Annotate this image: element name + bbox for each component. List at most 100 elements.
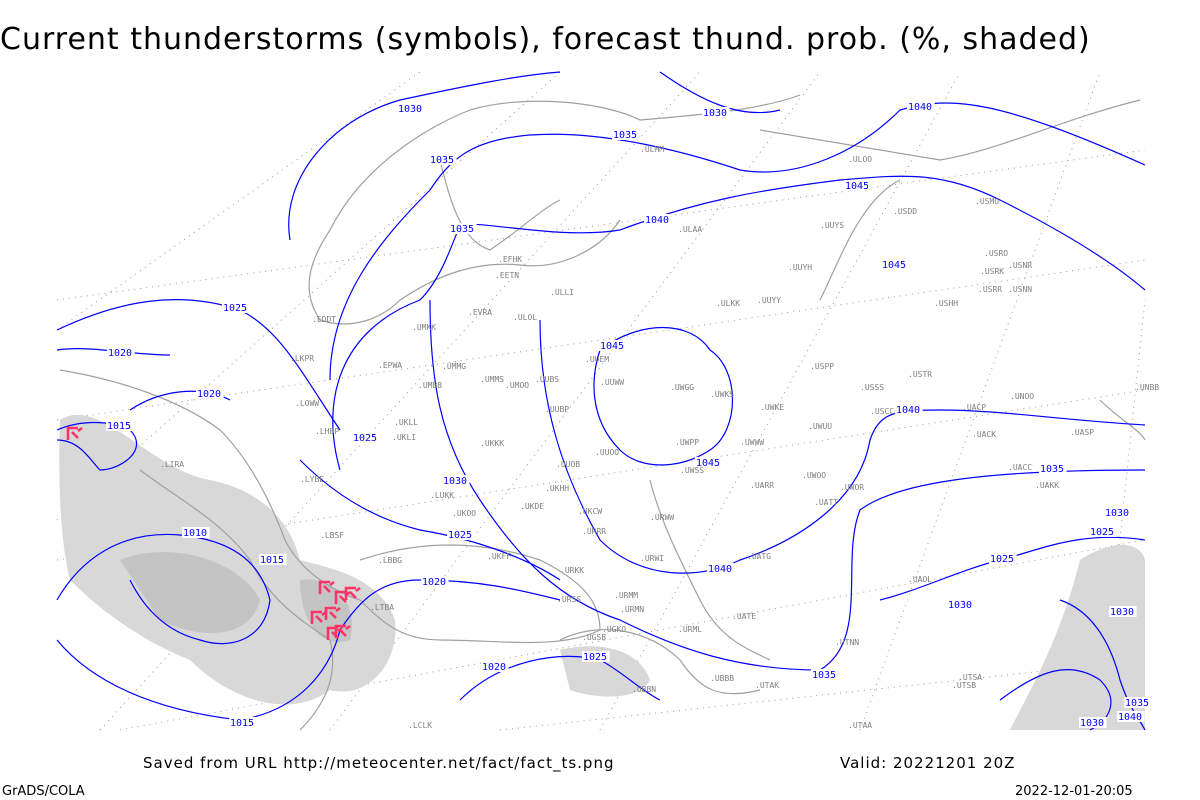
station-label: .UASP (1070, 428, 1094, 437)
isobar-label-bg (644, 214, 672, 225)
station-label: .USMU (975, 197, 999, 206)
thunderstorm-icon (334, 624, 351, 638)
station-label: .UKLL (394, 418, 418, 427)
isobar-label-bg (599, 340, 627, 351)
isobar-label: 1030 (398, 104, 422, 115)
isobar-label: 1045 (600, 341, 624, 352)
isobar-label: 1035 (613, 130, 637, 141)
isobar-line (593, 326, 734, 466)
isobar-label-bg (352, 432, 380, 443)
isobar-label-bg (222, 302, 250, 313)
isobar-label: 1020 (108, 348, 132, 359)
station-label: .UBBB (710, 674, 734, 683)
isobar-label: 1015 (230, 718, 254, 729)
isobar-label-bg (229, 717, 257, 728)
graticule-line (499, 659, 1146, 731)
isobar-label: 1025 (1090, 527, 1114, 538)
isobar-label-bg (989, 553, 1017, 564)
isobar-label-bg (259, 554, 287, 565)
station-label: .LUKK (430, 491, 454, 500)
isobar-label-bg (1089, 526, 1117, 537)
station-label: .LOWW (295, 399, 319, 408)
station-label: .UWSS (680, 466, 704, 475)
station-label: .LCLK (408, 721, 432, 730)
station-label: .UUEM (585, 355, 609, 364)
isobar-label: 1035 (1125, 698, 1149, 709)
station-label: .UUYH (788, 263, 812, 272)
graticule-line (56, 149, 1146, 301)
station-label: .URML (678, 625, 702, 634)
isobar-label-bg (107, 347, 135, 358)
isobar-label: 1040 (645, 215, 669, 226)
station-label: .UKOO (452, 509, 476, 518)
isobar-label: 1025 (990, 554, 1014, 565)
isobar-label-bg (1079, 717, 1107, 728)
isobar-label: 1035 (1040, 464, 1064, 475)
isobar-label: 1040 (896, 405, 920, 416)
coastline (308, 219, 621, 325)
station-label: .UNOO (1010, 392, 1034, 401)
isobar-line (329, 102, 1146, 381)
station-label: .USRK (980, 267, 1004, 276)
station-label: .ULOL (513, 313, 537, 322)
isobar-label-bg (1124, 697, 1152, 708)
thunderstorm-probability-shading (59, 414, 1145, 730)
station-label: .USTR (908, 370, 932, 379)
valid-time: Valid: 20221201 20Z (840, 754, 1016, 772)
station-label: .UMOO (505, 381, 529, 390)
station-label: .USRO (984, 249, 1008, 258)
station-label: .UUBP (545, 405, 569, 414)
isobar-label-bg (196, 388, 224, 399)
isobar-label-bg (895, 404, 923, 415)
isobar-line (56, 533, 271, 645)
station-label: .UUYY (757, 296, 781, 305)
station-label: .URSS (557, 595, 581, 604)
station-label: .UTNN (835, 638, 859, 647)
isobar-label-bg (397, 103, 425, 114)
isobar-line (56, 298, 341, 431)
station-label: .USSS (860, 383, 884, 392)
isobar-labels: 1030 1030 1040 1035 1035 1035 1040 1045 1045 1025… (106, 101, 1152, 729)
station-label: .UNBB (1135, 383, 1159, 392)
coastline (139, 469, 334, 731)
generated-timestamp: 2022-12-01-20:05 (1015, 784, 1133, 799)
station-label: .UKHH (545, 484, 569, 493)
isobar-label-bg (612, 129, 640, 140)
station-label: .UWPP (675, 438, 699, 447)
isobars (56, 71, 1146, 731)
thunderstorm-icon (66, 426, 83, 440)
isobar-label-bg (707, 563, 735, 574)
station-label: .URMM (614, 591, 638, 600)
isobar-label: 1010 (183, 528, 207, 539)
isobar-line (659, 71, 781, 114)
station-label: .UWKE (760, 403, 784, 412)
station-label: .USCC (870, 407, 894, 416)
station-label: .UMKK (412, 323, 436, 332)
isobar-label-bg (702, 107, 730, 118)
station-label: .LBSF (320, 531, 344, 540)
isobar-label-bg (907, 101, 935, 112)
probability-area (59, 414, 396, 705)
software-credit: GrADS/COLA (2, 784, 85, 799)
coastline (759, 99, 1141, 161)
station-label: .LTBA (370, 603, 394, 612)
thunderstorm-icon (344, 586, 361, 600)
isobar-label-bg (811, 669, 839, 680)
isobar-label-bg (1104, 507, 1132, 518)
station-label: .UBBN (632, 685, 656, 694)
station-label: .USDD (893, 207, 917, 216)
isobar-label: 1025 (223, 303, 247, 314)
station-label: .LKPR (290, 354, 314, 363)
isobar-label-bg (447, 529, 475, 540)
isobar-label: 1015 (260, 555, 284, 566)
station-label: .ULKK (716, 299, 740, 308)
isobar-line (56, 579, 561, 721)
station-label: .EFHK (498, 255, 522, 264)
station-label: .URKK (560, 566, 584, 575)
isobar-label: 1025 (583, 652, 607, 663)
isobar-label-bg (449, 223, 477, 234)
station-label: .UACK (972, 430, 996, 439)
station-label: .LBBG (378, 556, 402, 565)
isobar-label: 1045 (696, 458, 720, 469)
graticule-line (56, 71, 421, 331)
